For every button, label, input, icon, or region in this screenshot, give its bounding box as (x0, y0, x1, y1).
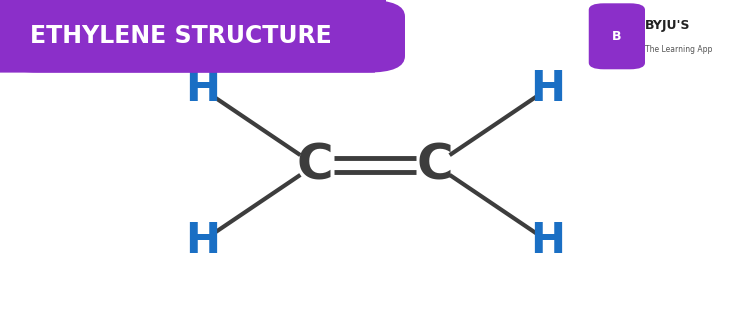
Text: H: H (185, 220, 220, 262)
FancyBboxPatch shape (0, 0, 405, 73)
FancyBboxPatch shape (589, 3, 645, 69)
Text: The Learning App: The Learning App (645, 45, 712, 54)
Text: H: H (185, 68, 220, 110)
Text: ETHYLENE STRUCTURE: ETHYLENE STRUCTURE (30, 24, 332, 48)
Text: B: B (612, 30, 622, 43)
Text: C: C (296, 141, 333, 189)
Text: BYJU'S: BYJU'S (645, 19, 691, 32)
Text: C: C (416, 141, 453, 189)
Text: H: H (530, 68, 565, 110)
Text: H: H (530, 220, 565, 262)
Bar (0, 0, 386, 64)
FancyBboxPatch shape (0, 0, 375, 73)
